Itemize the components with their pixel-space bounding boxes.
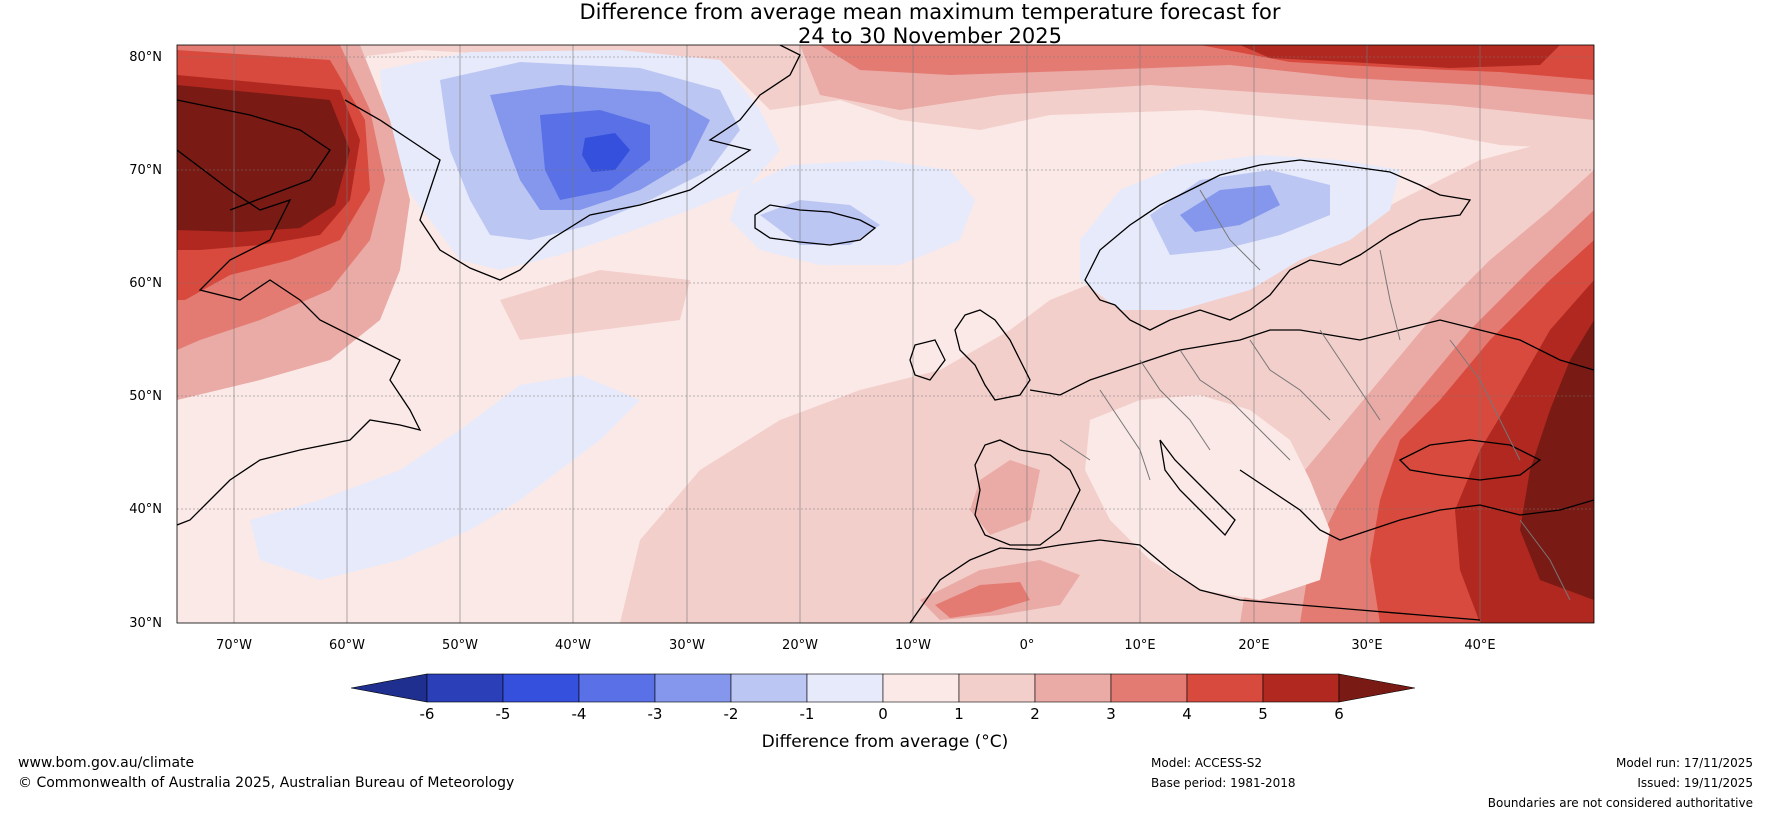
colorbar-tick-label: 0 — [878, 705, 888, 723]
map-frame — [176, 44, 1595, 624]
coastline-greenland — [344, 45, 801, 281]
lon-label: 50°W — [442, 638, 478, 653]
colorbar-swatch — [654, 673, 732, 703]
anomaly-band-neg1-0-midatlantic — [250, 375, 640, 580]
latitude-labels: 80°N 70°N 60°N 50°N 40°N 30°N — [129, 50, 162, 631]
colorbar-swatch — [1110, 673, 1188, 703]
copyright-text: © Commonwealth of Australia 2025, Austra… — [18, 775, 515, 791]
lon-label: 60°W — [329, 638, 365, 653]
anomaly-band-6-plus-southeast — [1520, 320, 1594, 600]
lat-label: 60°N — [129, 276, 162, 291]
colorbar-tick-label: 5 — [1258, 705, 1268, 723]
colorbar-swatch — [1186, 673, 1264, 703]
website-link[interactable]: www.bom.gov.au/climate — [18, 755, 195, 771]
colorbar-tick-label: -3 — [648, 705, 663, 723]
colorbar-extend-low — [350, 673, 428, 703]
lon-label: 40°W — [555, 638, 591, 653]
colorbar-swatch — [958, 673, 1036, 703]
coastline-scandinavia — [1084, 159, 1472, 331]
map-title: Difference from average mean maximum tem… — [0, 0, 1770, 48]
colorbar-tick-label: -5 — [496, 705, 511, 723]
lat-label: 80°N — [129, 50, 162, 65]
country-borders — [1059, 189, 1571, 601]
colorbar-swatch — [730, 673, 808, 703]
colorbar-title: Difference from average (°C) — [762, 732, 1009, 752]
disclaimer-text: Boundaries are not considered authoritat… — [1487, 796, 1753, 810]
colorbar-tick-label: -2 — [724, 705, 739, 723]
coastline-british-isles — [909, 309, 1031, 401]
colorbar-tick-label: -1 — [800, 705, 815, 723]
colorbar-tick-label: 2 — [1030, 705, 1040, 723]
colorbar-swatch — [578, 673, 656, 703]
anomaly-band-3-4-north-africa — [935, 582, 1030, 618]
title-line-2: 24 to 30 November 2025 — [798, 24, 1062, 48]
colorbar-tick-label: 3 — [1106, 705, 1116, 723]
lat-label: 50°N — [129, 389, 162, 404]
colorbar-swatch — [502, 673, 580, 703]
colorbar-swatch — [806, 673, 884, 703]
colorbar-swatch — [1034, 673, 1112, 703]
lon-label: 30°E — [1351, 638, 1382, 653]
base-period-text: Base period: 1981-2018 — [1151, 776, 1296, 790]
colorbar-swatch — [1262, 673, 1340, 703]
lon-label: 20°W — [782, 638, 818, 653]
coastline-iberia — [974, 439, 1081, 546]
lat-label: 70°N — [129, 163, 162, 178]
colorbar-labels: -6 -5 -4 -3 -2 -1 0 1 2 3 4 5 6 — [420, 705, 1344, 723]
anomaly-band-neg2-neg1-iceland — [760, 200, 880, 245]
coastline-iceland — [754, 204, 877, 246]
coastlines — [177, 45, 1594, 623]
lat-label: 30°N — [129, 616, 162, 631]
model-run-text: Model run: 17/11/2025 — [1615, 756, 1753, 770]
anomaly-band-2-3-iberia — [970, 460, 1040, 535]
anomaly-band-neg5-neg4 — [582, 133, 630, 172]
anomaly-band-0-1-europe — [1085, 395, 1330, 600]
issued-text: Issued: 19/11/2025 — [1637, 776, 1753, 790]
colorbar-swatch — [426, 673, 504, 703]
lon-label: 30°W — [669, 638, 705, 653]
colorbar-tick-label: -6 — [420, 705, 435, 723]
coastline-north-africa — [909, 539, 1481, 623]
graticule — [177, 56, 1594, 510]
lat-label: 40°N — [129, 502, 162, 517]
colorbar-tick-label: 1 — [954, 705, 964, 723]
lon-label: 70°W — [216, 638, 252, 653]
colorbar-swatch — [882, 673, 960, 703]
anomaly-band-6-plus-west — [177, 85, 350, 232]
lon-label: 40°E — [1464, 638, 1495, 653]
anomaly-band-1-2-atlantic — [500, 270, 690, 340]
anomaly-band-neg3-neg2-norway — [1180, 185, 1280, 232]
colorbar-tick-label: 6 — [1334, 705, 1344, 723]
colorbar-tick-label: -4 — [572, 705, 587, 723]
lon-label: 0° — [1020, 638, 1035, 653]
lon-label: 10°W — [895, 638, 931, 653]
coastline-italy — [1159, 439, 1236, 537]
model-text: Model: ACCESS-S2 — [1151, 756, 1263, 770]
colorbar-extend-high — [1338, 673, 1416, 703]
title-line-1: Difference from average mean maximum tem… — [579, 0, 1281, 24]
anomaly-field — [177, 45, 1594, 623]
coastline-labrador — [177, 149, 422, 526]
lon-label: 20°E — [1238, 638, 1269, 653]
coastline-black-sea — [1398, 439, 1542, 481]
coastline-europe — [1029, 319, 1594, 396]
lon-label: 10°E — [1124, 638, 1155, 653]
colorbar-tick-label: 4 — [1182, 705, 1192, 723]
coastline-balkans-turkey — [1239, 469, 1594, 541]
longitude-labels: 70°W 60°W 50°W 40°W 30°W 20°W 10°W 0° 10… — [216, 638, 1496, 653]
colorbar — [350, 673, 1416, 703]
coastline-baffin — [177, 99, 331, 211]
